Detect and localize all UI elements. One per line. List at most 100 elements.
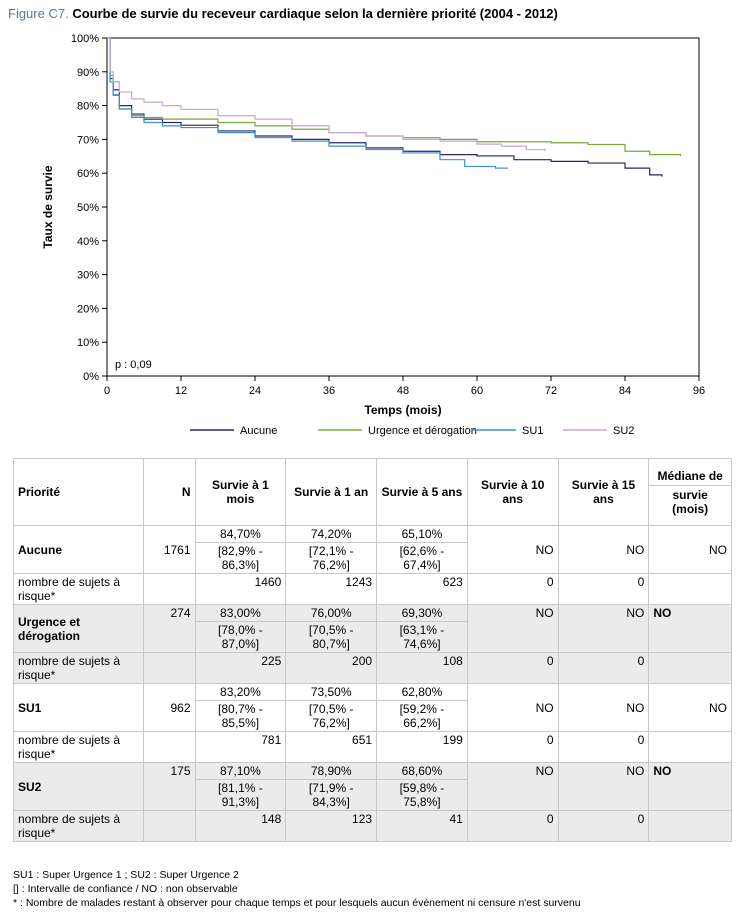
survival-rate: 74,20% — [285, 525, 378, 543]
risk-label: nombre de sujets à risque* — [13, 731, 144, 763]
y-tick-label: 90% — [77, 67, 99, 79]
survival-table: Priorité N Survie à 1 mois Survie à 1 an… — [13, 458, 732, 842]
risk-empty — [648, 731, 732, 763]
group-name: SU2 — [13, 762, 144, 811]
survival-15y: NO — [557, 762, 650, 811]
x-tick-label: 84 — [619, 385, 631, 397]
survival-chart: 0% 10% 20% 30% 40% 50% 60% 70% 80% 90% 100% 0 12 24 36… — [41, 33, 705, 437]
y-tick-label: 40% — [77, 236, 99, 248]
survival-rate: 83,20% — [194, 683, 287, 701]
risk-count: 1460 — [194, 573, 287, 605]
legend-label-3: SU2 — [613, 425, 634, 437]
risk-count: 0 — [557, 810, 650, 842]
risk-count: 623 — [376, 573, 468, 605]
x-tick-label: 60 — [471, 385, 483, 397]
table-header-row: Priorité N Survie à 1 mois Survie à 1 an… — [13, 458, 732, 526]
group-n: 1761 — [142, 525, 196, 574]
table-row-ci: [78,0% - 87,0%] [70,5% - 80,7%] [63,1% - 7… — [14, 621, 732, 653]
figure-title-text: Courbe de survie du receveur cardiaque s… — [72, 6, 558, 21]
x-tick-label: 48 — [397, 385, 409, 397]
survival-rate: 73,50% — [285, 683, 378, 701]
x-tick-label: 0 — [104, 385, 110, 397]
group-n: 175 — [142, 762, 196, 811]
survival-rate: 68,60% — [376, 762, 468, 780]
median-survival: NO — [648, 762, 732, 811]
x-tick-label: 72 — [545, 385, 557, 397]
legend-label-1: Urgence et dérogation — [368, 425, 477, 437]
footnote-3: * : Nombre de malades restant à observer… — [13, 897, 581, 909]
header-priorite: Priorité — [13, 458, 144, 526]
confidence-interval: [78,0% - 87,0%] — [194, 621, 287, 653]
risk-label: nombre de sujets à risque* — [13, 573, 144, 605]
x-tick-label: 36 — [323, 385, 335, 397]
table-row: SU2 175 87,10% 78,90% 68,60% NO NO NO — [13, 762, 732, 811]
risk-empty — [142, 810, 196, 842]
risk-count: 108 — [376, 652, 468, 684]
risk-count: 148 — [194, 810, 287, 842]
risk-count: 0 — [466, 731, 559, 763]
legend-label-2: SU1 — [522, 425, 543, 437]
median-survival: NO — [648, 525, 732, 574]
header-mediane-line1: Médiane de — [649, 467, 731, 486]
confidence-interval: [70,5% - 76,2%] — [285, 700, 378, 732]
header-survie-5-ans: Survie à 5 ans — [376, 458, 468, 526]
risk-count: 0 — [557, 731, 650, 763]
confidence-interval: [59,8% - 75,8%] — [376, 779, 468, 811]
y-tick-label: 100% — [71, 33, 99, 45]
risk-empty — [648, 652, 732, 684]
median-survival: NO — [648, 604, 732, 653]
group-name: Aucune — [13, 525, 144, 574]
table-row-risk: nombre de sujets à risque* 225 200 108 0 0 — [13, 652, 732, 684]
table-row-ci: [82,9% - 86,3%] [72,1% - 76,2%] [62,6% - 6… — [14, 542, 732, 574]
table-row-risk: nombre de sujets à risque* 781 651 199 0 0 — [13, 731, 732, 763]
table-row-risk: nombre de sujets à risque* 148 123 41 0 0 — [13, 810, 732, 842]
risk-count: 0 — [557, 573, 650, 605]
header-survie-10-ans: Survie à 10 ans — [466, 458, 559, 526]
survival-15y: NO — [557, 525, 650, 574]
risk-empty — [142, 652, 196, 684]
y-tick-label: 20% — [77, 303, 99, 315]
table-row-ci: [81,1% - 91,3%] [71,9% - 84,3%] [59,8% - 7… — [14, 779, 732, 811]
table-row-risk: nombre de sujets à risque* 1460 1243 623 0 0 — [13, 573, 732, 605]
survival-15y: NO — [557, 604, 650, 653]
survival-10y: NO — [466, 683, 559, 732]
survival-rate: 78,90% — [285, 762, 378, 780]
risk-count: 0 — [466, 810, 559, 842]
risk-empty — [648, 573, 732, 605]
survival-rate: 65,10% — [376, 525, 468, 543]
confidence-interval: [62,6% - 67,4%] — [376, 542, 468, 574]
series-line-3 — [107, 37, 546, 152]
y-tick-label: 70% — [77, 134, 99, 146]
header-mediane: Médiane de survie (mois) — [648, 458, 732, 526]
group-name: Urgence et dérogation — [13, 604, 144, 653]
risk-count: 651 — [285, 731, 378, 763]
confidence-interval: [80,7% - 85,5%] — [194, 700, 287, 732]
footnote-2: [] : Intervalle de confiance / NO : non … — [13, 883, 238, 895]
survival-rate: 69,30% — [376, 604, 468, 622]
x-tick-label: 96 — [693, 385, 705, 397]
risk-count: 0 — [466, 652, 559, 684]
confidence-interval: [63,1% - 74,6%] — [376, 621, 468, 653]
confidence-interval: [70,5% - 80,7%] — [285, 621, 378, 653]
survival-rate: 84,70% — [194, 525, 287, 543]
y-tick-label: 0% — [83, 371, 99, 383]
table-row: Aucune 1761 84,70% 74,20% 65,10% NO NO NO — [13, 525, 732, 574]
y-axis-label: Taux de survie — [41, 165, 55, 248]
y-tick-label: 60% — [77, 168, 99, 180]
group-n: 962 — [142, 683, 196, 732]
group-n: 274 — [142, 604, 196, 653]
series-line-1 — [107, 37, 682, 157]
header-mediane-line2: survie (mois) — [672, 487, 709, 516]
confidence-interval: [71,9% - 84,3%] — [285, 779, 378, 811]
survival-10y: NO — [466, 604, 559, 653]
series-line-0 — [107, 37, 663, 177]
survival-10y: NO — [466, 525, 559, 574]
header-n: N — [142, 458, 196, 526]
table-row: SU1 962 83,20% 73,50% 62,80% NO NO NO — [13, 683, 732, 732]
x-tick-label: 12 — [175, 385, 187, 397]
group-name: SU1 — [13, 683, 144, 732]
confidence-interval: [72,1% - 76,2%] — [285, 542, 378, 574]
y-tick-label: 80% — [77, 101, 99, 113]
figure-title: Figure C7. Courbe de survie du receveur … — [8, 6, 558, 21]
risk-count: 200 — [285, 652, 378, 684]
